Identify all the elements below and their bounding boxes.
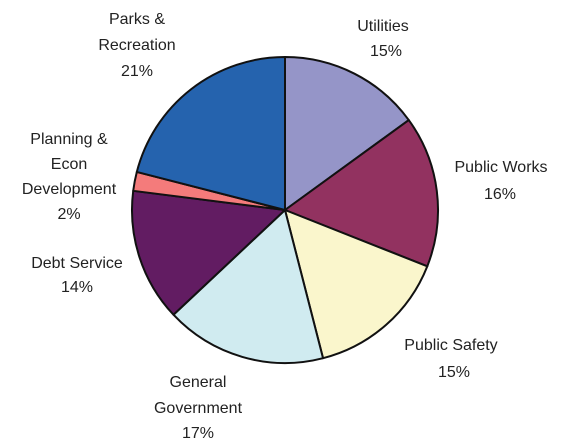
percent-label: 21% — [121, 63, 153, 80]
label-line: Parks & — [109, 11, 165, 28]
percent-label: 16% — [484, 186, 516, 203]
percent-label: 15% — [438, 364, 470, 381]
percent-label: 2% — [57, 206, 80, 223]
label-line: Government — [154, 400, 243, 417]
label-line: Recreation — [98, 37, 175, 54]
label-line: Development — [22, 181, 117, 198]
slice-label-planning-econ-development: Planning & Econ Development 2% — [22, 131, 117, 223]
pie-slice-parks-recreation — [135, 56, 286, 211]
slice-label-public-works: Public Works 16% — [454, 159, 547, 203]
pie-slice-public-safety — [284, 209, 429, 360]
label-line: Public Safety — [404, 337, 497, 354]
percent-label: 15% — [370, 43, 402, 60]
label-line: Public Works — [454, 159, 547, 176]
label-line: Planning & — [30, 131, 108, 148]
pie-slice-utilities — [284, 56, 410, 211]
label-line: Utilities — [357, 18, 409, 35]
pie-slice-public-works — [284, 119, 439, 268]
slice-label-parks-recreation: Parks & Recreation 21% — [98, 11, 175, 80]
label-line: General — [170, 374, 227, 391]
slice-label-debt-service: Debt Service 14% — [31, 255, 123, 296]
pie-slice-debt-service — [131, 189, 286, 316]
slice-label-public-safety: Public Safety 15% — [404, 337, 497, 381]
label-line: Econ — [51, 156, 87, 173]
slice-label-general-government: General Government 17% — [154, 374, 243, 439]
label-line: Debt Service — [31, 255, 123, 272]
percent-label: 17% — [182, 425, 214, 439]
pie-slice-general-government — [172, 209, 325, 364]
percent-label: 14% — [61, 279, 93, 296]
pie-slices — [131, 56, 439, 364]
slice-label-utilities: Utilities 15% — [357, 18, 409, 60]
